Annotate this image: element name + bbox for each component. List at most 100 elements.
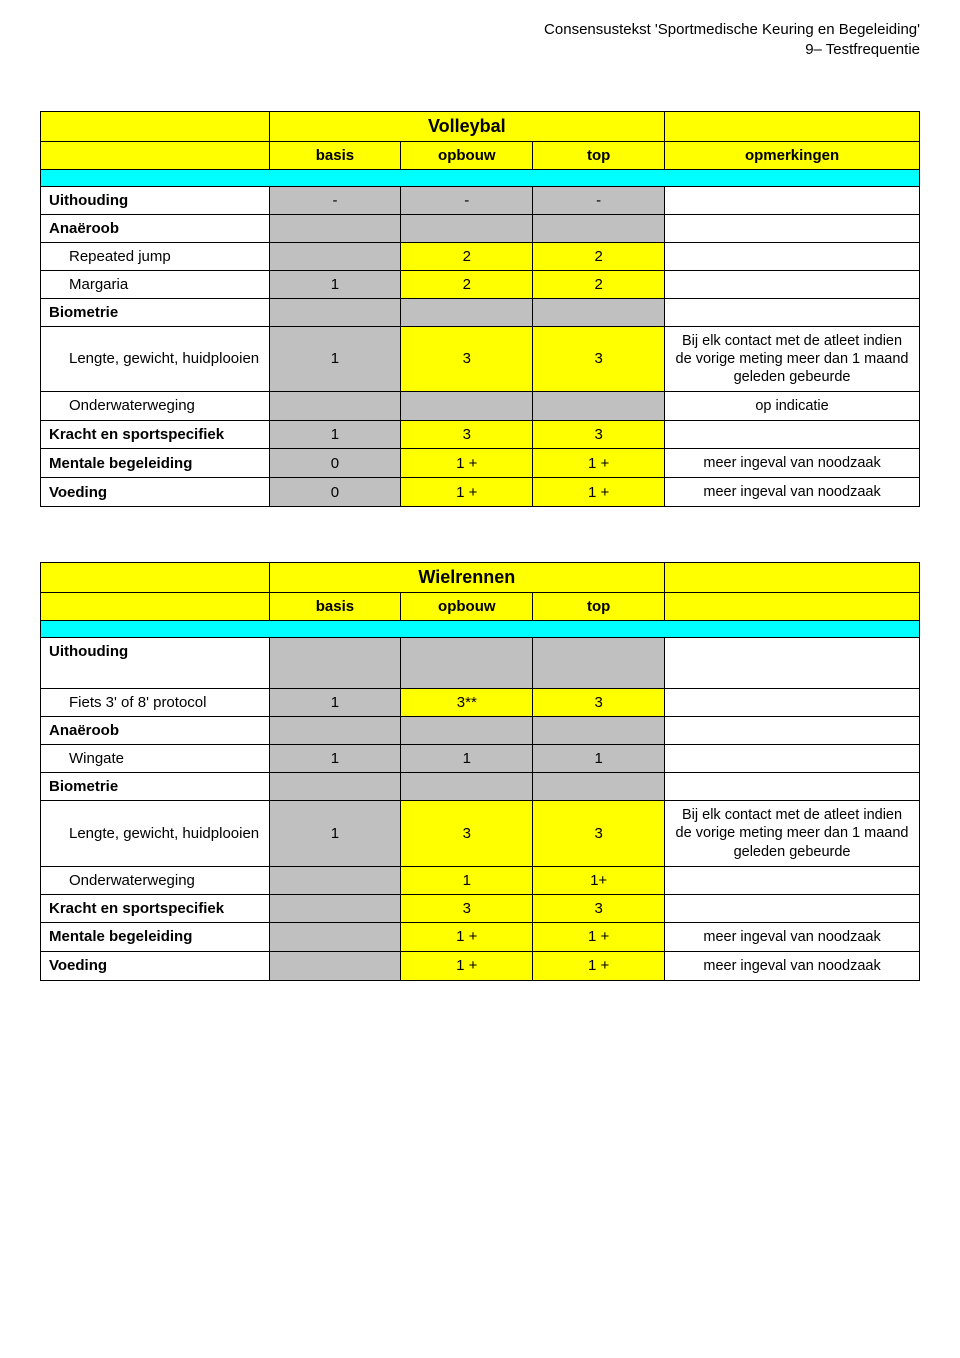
row-label: Lengte, gewicht, huidplooien — [41, 801, 270, 866]
category-blank — [533, 298, 665, 326]
row-remark — [665, 866, 920, 894]
title-blank-left — [41, 563, 270, 593]
row-cell — [269, 894, 401, 922]
row-cell: 3 — [401, 801, 533, 866]
row-remark — [665, 894, 920, 922]
category-blank — [269, 638, 401, 689]
row-remark: meer ingeval van noodzaak — [665, 922, 920, 951]
category-blank — [401, 717, 533, 745]
category-blank — [269, 773, 401, 801]
row-cell — [269, 951, 401, 980]
cyan-separator — [41, 169, 920, 186]
sport-title: Volleybal — [269, 111, 665, 141]
colhead-c3: top — [533, 593, 665, 621]
row-label: Voeding — [41, 951, 270, 980]
page-header: Consensustekst 'Sportmedische Keuring en… — [40, 20, 920, 61]
sport-table-0: VolleybalbasisopbouwtopopmerkingenUithou… — [40, 111, 920, 508]
row-cell: 3 — [533, 894, 665, 922]
title-blank-right — [665, 111, 920, 141]
sport-title: Wielrennen — [269, 563, 665, 593]
category-blank — [401, 214, 533, 242]
row-cell: 1 — [269, 801, 401, 866]
row-remark: meer ingeval van noodzaak — [665, 449, 920, 478]
row-cell: 3 — [401, 894, 533, 922]
category-remark — [665, 298, 920, 326]
category-blank — [401, 638, 533, 689]
row-remark: op indicatie — [665, 391, 920, 420]
header-line-1: Consensustekst 'Sportmedische Keuring en… — [40, 20, 920, 40]
category-blank — [269, 717, 401, 745]
row-cell: 3 — [533, 326, 665, 391]
colhead-c1: basis — [269, 593, 401, 621]
row-remark: Bij elk contact met de atleet indien de … — [665, 801, 920, 866]
row-cell — [269, 242, 401, 270]
row-label: Mentale begeleiding — [41, 922, 270, 951]
row-remark — [665, 186, 920, 214]
title-blank-left — [41, 111, 270, 141]
row-cell — [269, 391, 401, 420]
row-label: Kracht en sportspecifiek — [41, 894, 270, 922]
row-label: Onderwaterweging — [41, 866, 270, 894]
category-blank — [269, 214, 401, 242]
row-remark: meer ingeval van noodzaak — [665, 951, 920, 980]
row-cell: 0 — [269, 449, 401, 478]
row-cell: 1 — [269, 745, 401, 773]
row-cell: 0 — [269, 478, 401, 507]
row-label: Wingate — [41, 745, 270, 773]
row-label: Uithouding — [41, 186, 270, 214]
title-blank-right — [665, 563, 920, 593]
category-blank — [269, 298, 401, 326]
row-label: Repeated jump — [41, 242, 270, 270]
row-label: Fiets 3' of 8' protocol — [41, 689, 270, 717]
row-remark — [665, 242, 920, 270]
category-label: Anaëroob — [41, 214, 270, 242]
colhead-remarks — [665, 593, 920, 621]
category-label: Anaëroob — [41, 717, 270, 745]
category-remark — [665, 214, 920, 242]
row-cell: 2 — [401, 270, 533, 298]
row-cell: - — [401, 186, 533, 214]
header-line-2: 9– Testfrequentie — [40, 40, 920, 60]
row-remark: Bij elk contact met de atleet indien de … — [665, 326, 920, 391]
row-label: Lengte, gewicht, huidplooien — [41, 326, 270, 391]
category-remark — [665, 773, 920, 801]
tables-container: VolleybalbasisopbouwtopopmerkingenUithou… — [40, 111, 920, 981]
row-cell: 1 + — [401, 449, 533, 478]
category-blank — [533, 638, 665, 689]
row-remark — [665, 270, 920, 298]
row-cell: - — [533, 186, 665, 214]
row-cell: 2 — [533, 242, 665, 270]
row-cell — [269, 922, 401, 951]
colhead-c2: opbouw — [401, 593, 533, 621]
row-cell: 1 — [269, 421, 401, 449]
cyan-separator — [41, 621, 920, 638]
category-blank — [533, 773, 665, 801]
row-label: Margaria — [41, 270, 270, 298]
row-cell: - — [269, 186, 401, 214]
row-cell: 1 — [401, 866, 533, 894]
row-cell — [533, 391, 665, 420]
colhead-c2: opbouw — [401, 141, 533, 169]
row-cell: 1 + — [533, 922, 665, 951]
row-label: Onderwaterweging — [41, 391, 270, 420]
colhead-c1: basis — [269, 141, 401, 169]
row-cell: 3 — [533, 801, 665, 866]
row-cell — [269, 866, 401, 894]
row-cell: 1 — [269, 326, 401, 391]
row-cell: 3** — [401, 689, 533, 717]
category-remark — [665, 717, 920, 745]
row-label: Mentale begeleiding — [41, 449, 270, 478]
category-label: Biometrie — [41, 298, 270, 326]
row-cell: 2 — [533, 270, 665, 298]
row-cell: 3 — [401, 421, 533, 449]
row-cell: 1 + — [401, 922, 533, 951]
row-label: Voeding — [41, 478, 270, 507]
category-label: Uithouding — [41, 638, 270, 689]
row-cell: 1 + — [401, 951, 533, 980]
row-cell: 1+ — [533, 866, 665, 894]
category-blank — [533, 717, 665, 745]
row-cell: 1 + — [401, 478, 533, 507]
row-cell: 2 — [401, 242, 533, 270]
row-cell: 1 — [269, 270, 401, 298]
sport-table-1: Wielrennenbasisopbouwtop UithoudingFiets … — [40, 562, 920, 981]
